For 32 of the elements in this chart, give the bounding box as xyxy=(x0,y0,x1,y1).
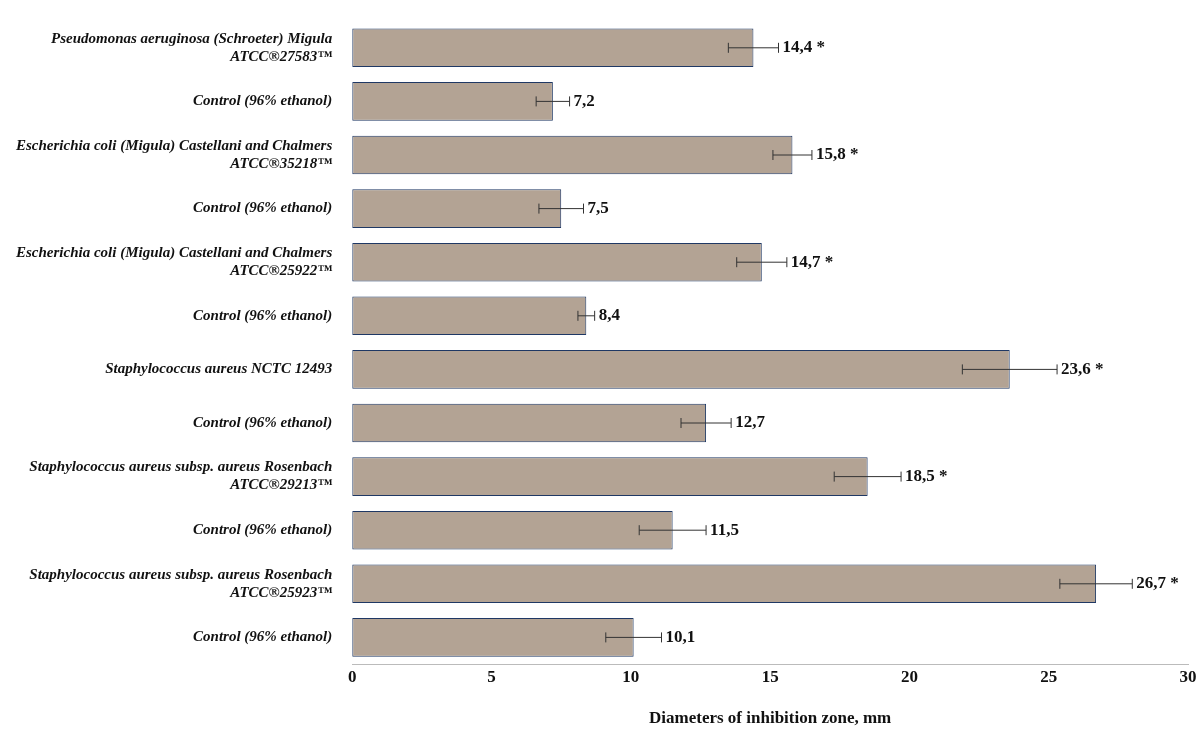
y-tick-label: Control (96% ethanol) xyxy=(193,521,333,539)
y-tick-label: Staphylococcus aureus subsp. aureus Rosenbach ATCC®25923™ xyxy=(29,565,333,600)
y-tick-label: Staphylococcus aureus NCTC 12493 xyxy=(105,360,333,377)
y-tick-label: Control (96% ethanol) xyxy=(193,413,333,431)
data-label: 15,8 * xyxy=(815,144,859,164)
data-label: 11,5 xyxy=(710,519,739,539)
y-tick-label: Escherichia coli (Migula) Castellani and Chalmers ATCC®25922™ xyxy=(14,244,333,279)
x-tick-label: 20 xyxy=(900,666,918,686)
data-label: 7,2 xyxy=(573,90,595,110)
data-label: 26,7 * xyxy=(1136,573,1179,593)
data-label: 14,7 * xyxy=(790,251,834,271)
y-tick-label: Pseudomonas aeruginosa (Schroeter) Migula ATCC®27583™ xyxy=(50,29,333,64)
x-tick-label: 25 xyxy=(1040,666,1058,686)
data-label: 12,7 xyxy=(735,412,766,432)
y-tick-label: Control (96% ethanol) xyxy=(193,199,333,217)
y-tick-label: Staphylococcus aureus subsp. aureus Rosenbach ATCC®29213™ xyxy=(29,458,333,493)
data-label: 7,5 xyxy=(587,197,609,217)
y-tick-label: Escherichia coli (Migula) Castellani and Chalmers ATCC®35218™ xyxy=(14,136,333,171)
data-label: 14,4 * xyxy=(782,37,825,57)
x-tick-label: 5 xyxy=(487,666,496,686)
data-label: 23,6 * xyxy=(1061,358,1104,378)
y-tick-label: Control (96% ethanol) xyxy=(193,628,333,646)
data-label: 18,5 * xyxy=(905,465,948,485)
x-axis-title: Diameters of inhibition zone, mm xyxy=(649,708,892,728)
x-tick-label: 0 xyxy=(348,666,357,686)
data-label: 10,1 xyxy=(665,626,696,646)
x-tick-label: 10 xyxy=(622,666,640,686)
y-tick-label: Control (96% ethanol) xyxy=(193,306,333,324)
data-label: 8,4 xyxy=(598,305,621,325)
x-tick-label: 30 xyxy=(1179,666,1197,686)
x-tick-label: 15 xyxy=(761,666,779,686)
y-tick-label: Control (96% ethanol) xyxy=(193,92,333,110)
